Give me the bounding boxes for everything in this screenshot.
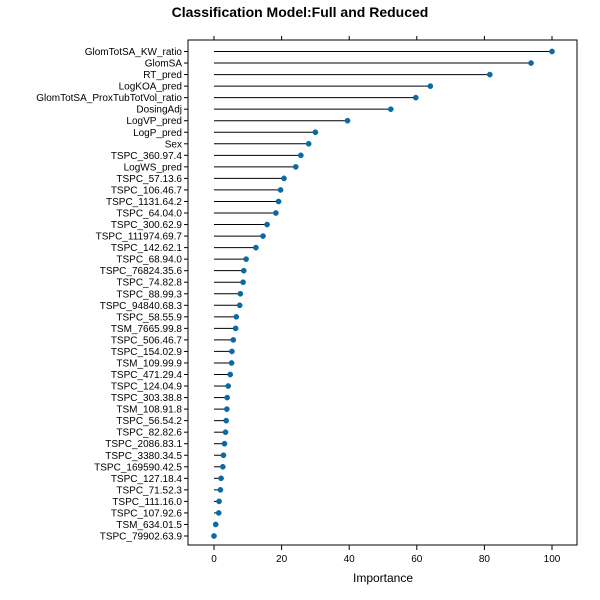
importance-point: [225, 383, 232, 389]
importance-point: [230, 337, 237, 343]
importance-point: [224, 394, 231, 401]
importance-point: [229, 348, 235, 355]
importance-point: [212, 521, 219, 528]
category-label: LogVP_pred: [126, 116, 182, 127]
category-label: TSPC_2086.83.1: [105, 439, 182, 450]
importance-point: [412, 94, 419, 101]
category-label: TSPC_79902.63.9: [100, 532, 183, 543]
importance-point: [273, 210, 279, 216]
importance-point: [237, 290, 244, 297]
category-label: TSPC_127.18.4: [111, 474, 183, 485]
importance-point: [227, 371, 234, 378]
importance-point: [215, 510, 222, 516]
importance-point: [220, 452, 227, 459]
category-label: TSM_109.99.9: [116, 358, 182, 369]
x-tick-label: 80: [479, 554, 491, 565]
importance-point: [240, 279, 246, 286]
category-label: TSPC_58.55.9: [116, 312, 182, 323]
category-label: DosingAdj: [136, 105, 182, 116]
category-label: TSPC_1131.64.2: [106, 197, 182, 208]
category-label: TSPC_506.46.7: [111, 335, 183, 346]
x-tick-label: 60: [411, 554, 423, 565]
category-label: RT_pred: [143, 70, 182, 81]
category-label: TSPC_111974.69.7: [96, 232, 183, 243]
importance-point: [486, 71, 493, 78]
category-label: TSM_108.91.8: [116, 405, 182, 416]
category-label: GlomTotSA_KW_ratio: [85, 47, 183, 58]
importance-point: [305, 140, 312, 147]
importance-point: [240, 267, 247, 274]
chart-title: Classification Model:Full and Reduced: [172, 4, 429, 20]
importance-point: [221, 440, 228, 447]
category-label: TSM_634.01.5: [116, 520, 182, 531]
category-label: TSPC_74.82.8: [116, 278, 182, 289]
category-label: GlomSA: [145, 59, 183, 70]
importance-point: [211, 533, 217, 539]
importance-point: [223, 406, 230, 412]
importance-point: [223, 417, 230, 424]
category-label: TSPC_303.38.8: [111, 393, 183, 404]
category-label: LogP_pred: [133, 128, 182, 139]
category-label: TSPC_76824.35.6: [100, 266, 183, 277]
importance-point: [298, 152, 304, 159]
x-tick-label: 100: [544, 554, 561, 565]
category-label: GlomTotSA_ProxTubTotVol_ratio: [36, 93, 182, 104]
category-label: TSPC_124.04.9: [111, 382, 183, 393]
category-label: TSPC_107.92.6: [111, 508, 183, 519]
category-label: TSPC_154.02.9: [111, 347, 183, 358]
category-label: TSPC_68.94.0: [116, 255, 182, 266]
category-label: TSPC_57.13.6: [116, 174, 182, 185]
category-label: TSPC_82.82.6: [116, 428, 182, 439]
importance-point: [232, 325, 239, 332]
importance-point: [292, 164, 299, 170]
category-label: TSPC_88.99.3: [116, 289, 182, 300]
importance-point: [216, 498, 222, 505]
importance-point: [219, 463, 226, 470]
category-label: TSPC_142.62.1: [111, 243, 183, 254]
plot-frame: [187, 39, 578, 546]
importance-point: [260, 233, 266, 239]
category-label: TSPC_56.54.2: [116, 416, 182, 427]
category-label: TSPC_169590.42.5: [94, 462, 182, 473]
importance-point: [427, 83, 434, 89]
category-label: TSPC_71.52.3: [116, 485, 182, 496]
importance-point: [222, 429, 229, 436]
importance-point: [549, 48, 555, 55]
x-tick-label: 0: [211, 554, 217, 565]
category-label: Sex: [165, 139, 182, 150]
category-label: TSPC_94840.68.3: [100, 301, 183, 312]
importance-point: [528, 60, 534, 66]
category-label: TSPC_360.97.4: [111, 151, 183, 162]
importance-point: [218, 475, 224, 482]
importance-point: [243, 256, 249, 262]
x-axis-label: Importance: [353, 571, 413, 585]
importance-point: [233, 313, 240, 320]
importance-point: [264, 221, 270, 228]
importance-point: [344, 117, 351, 124]
x-tick-label: 40: [344, 554, 356, 565]
category-label: LogKOA_pred: [119, 82, 182, 93]
category-label: TSPC_471.29.4: [111, 370, 183, 381]
category-label: TSM_7665.99.8: [111, 324, 183, 335]
importance-point: [277, 187, 284, 193]
importance-point: [236, 302, 243, 309]
category-label: TSPC_300.62.9: [111, 220, 183, 231]
x-tick-label: 20: [276, 554, 288, 565]
importance-point: [387, 106, 394, 113]
importance-point: [217, 487, 224, 493]
importance-point: [281, 175, 287, 182]
importance-point: [228, 360, 235, 366]
category-label: TSPC_111.16.0: [112, 497, 182, 508]
category-label: TSPC_64.04.0: [116, 209, 182, 220]
importance-point: [275, 198, 282, 205]
category-label: TSPC_106.46.7: [111, 185, 183, 196]
category-label: TSPC_3380.34.5: [105, 451, 182, 462]
importance-point: [253, 244, 259, 251]
importance-point: [312, 129, 319, 136]
category-label: LogWS_pred: [124, 162, 182, 173]
